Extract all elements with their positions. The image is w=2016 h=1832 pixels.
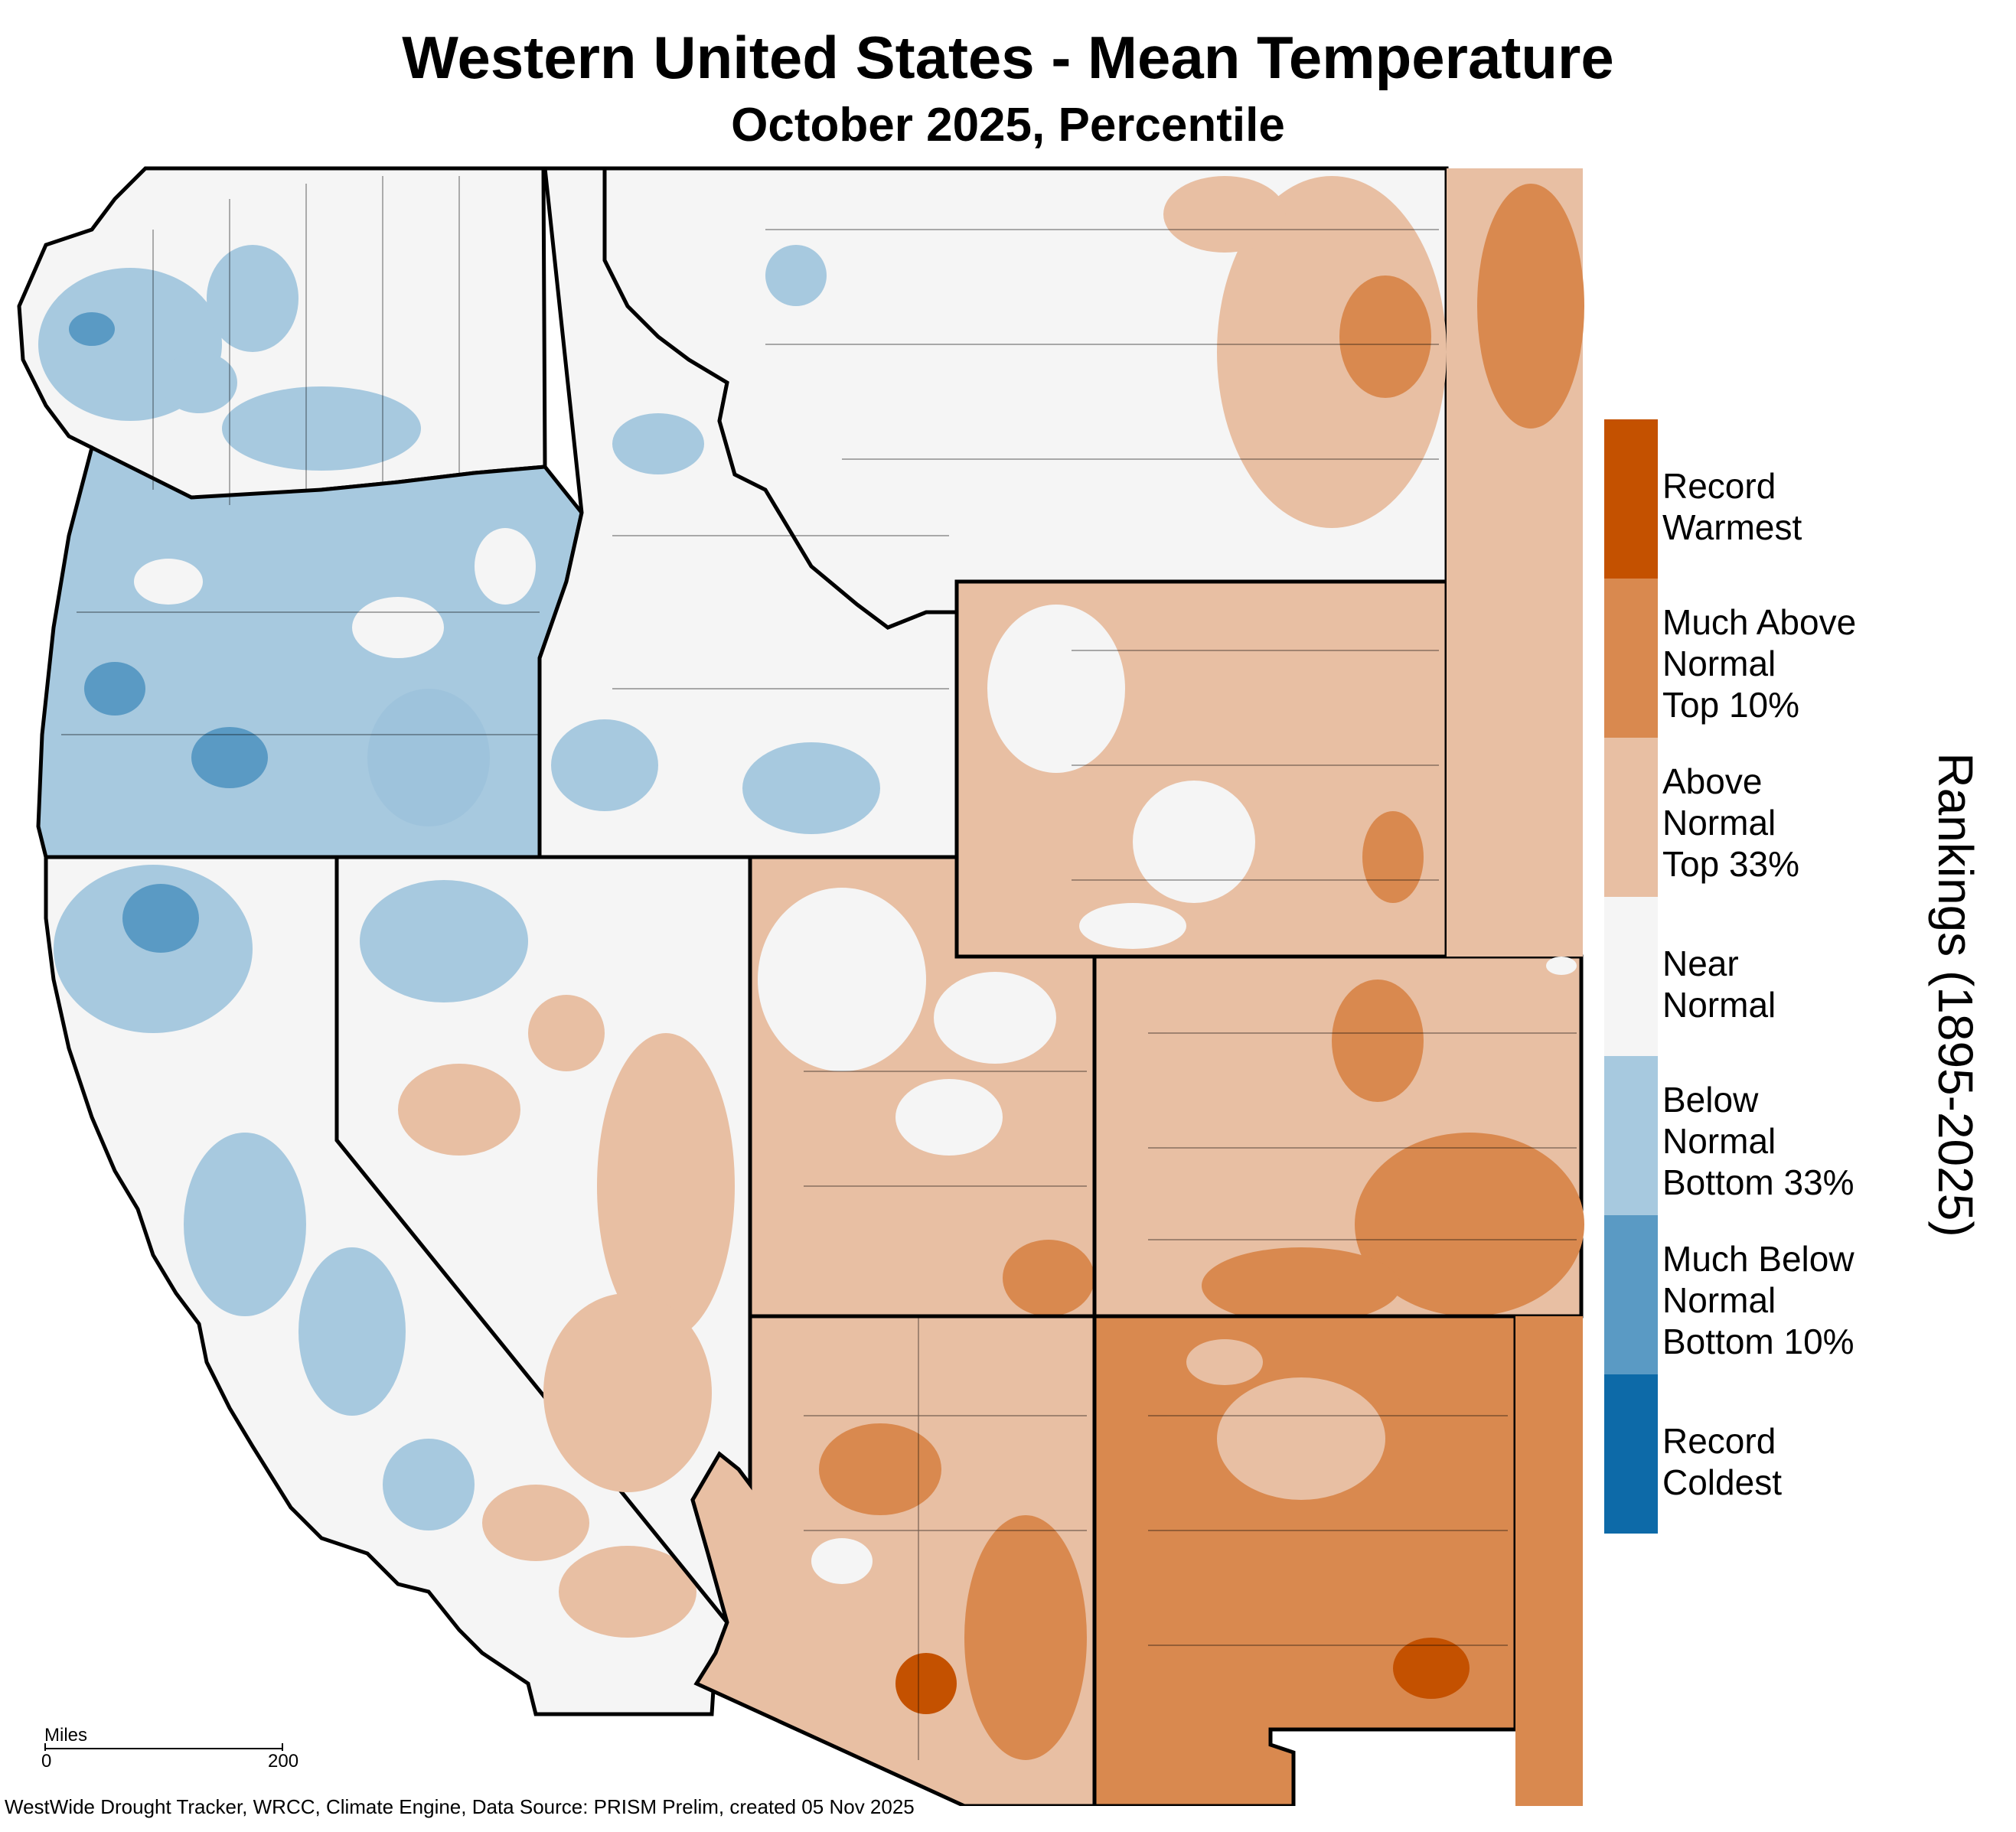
state-montana [602,166,1449,630]
legend-item-near-normal: Near Normal [1604,897,2016,1056]
scale-line [44,1748,282,1749]
legend-label: Near Normal [1662,944,1776,1025]
western-us-map [17,166,1584,1806]
legend-swatch [1604,579,1658,738]
map-subtitle: October 2025, Percentile [731,99,1285,152]
legend-label: Below Normal Bottom 33% [1662,1080,1855,1202]
county-lines [61,176,1577,1760]
legend-label: Much Below Normal Bottom 10% [1662,1239,1855,1361]
legend-swatch [1604,1215,1658,1374]
scale-min-label: 0 [41,1751,52,1772]
state-colorado [1092,954,1584,1324]
legend-item-above: Above Normal Top 33% [1604,738,2016,897]
legend-title: Rankings (1895-2025) [1928,752,1983,1237]
state-california [44,855,729,1716]
legend-swatch [1604,738,1658,897]
state-oregon [36,445,584,859]
legend-swatch [1604,1374,1658,1534]
legend-item-record-coldest: Record Coldest [1604,1374,2016,1534]
source-credit: WestWide Drought Tracker, WRCC, Climate … [5,1795,915,1818]
legend-item-below: Below Normal Bottom 33% [1604,1056,2016,1215]
state-arizona [690,1314,1097,1806]
state-nevada [334,855,752,1624]
state-washington [17,166,547,507]
texas-region [1515,1316,1583,1806]
legend-item-record-warmest: Record Warmest [1604,419,2016,579]
legend-label: Record Warmest [1662,466,1802,547]
scale-max-label: 200 [268,1751,299,1772]
legend-label: Above Normal Top 33% [1662,761,1800,884]
map-title: Western United States - Mean Temperature [402,24,1614,91]
state-wyoming [954,579,1449,959]
state-utah [748,855,1097,1319]
scale-tick [44,1743,46,1751]
legend-swatch [1604,419,1658,579]
legend-label: Much Above Normal Top 10% [1662,602,1857,725]
legend-swatch [1604,897,1658,1056]
legend-swatch [1604,1056,1658,1215]
legend-item-much-below: Much Below Normal Bottom 10% [1604,1215,2016,1374]
scale-title: Miles [44,1725,88,1746]
scale-bar: Miles 0 200 [41,1725,298,1772]
state-new-mexico [1092,1314,1518,1806]
legend-item-much-above: Much Above Normal Top 10% [1604,579,2016,738]
legend-label: Record Coldest [1662,1421,1782,1502]
scale-tick [282,1743,283,1751]
